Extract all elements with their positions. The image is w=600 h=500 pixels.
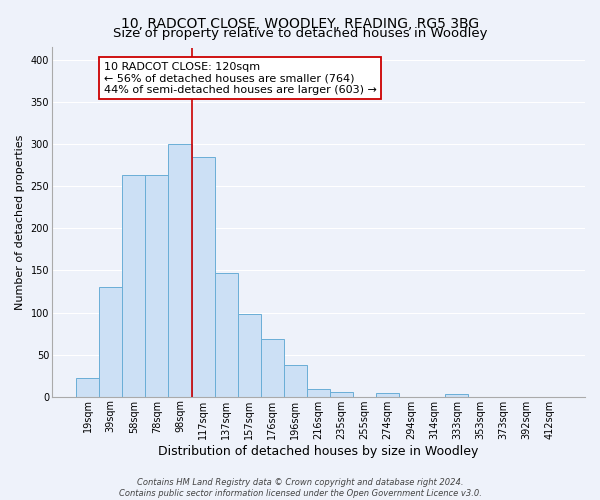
X-axis label: Distribution of detached houses by size in Woodley: Distribution of detached houses by size … (158, 444, 479, 458)
Bar (122, 176, 145, 396)
Y-axis label: Number of detached properties: Number of detached properties (15, 134, 25, 310)
Bar (169, 144, 191, 396)
Text: Size of property relative to detached houses in Woodley: Size of property relative to detached ho… (113, 28, 487, 40)
Bar (99, 288, 122, 397)
Bar (145, 176, 169, 396)
Bar (330, 392, 353, 396)
Bar (76, 378, 99, 396)
Text: Contains HM Land Registry data © Crown copyright and database right 2024.
Contai: Contains HM Land Registry data © Crown c… (119, 478, 481, 498)
Bar (445, 394, 469, 396)
Bar (376, 394, 399, 396)
Bar (238, 314, 261, 396)
Bar (307, 389, 330, 396)
Bar (215, 273, 238, 396)
Bar (191, 157, 215, 396)
Text: 10, RADCOT CLOSE, WOODLEY, READING, RG5 3BG: 10, RADCOT CLOSE, WOODLEY, READING, RG5 … (121, 18, 479, 32)
Bar (261, 340, 284, 396)
Text: 10 RADCOT CLOSE: 120sqm
← 56% of detached houses are smaller (764)
44% of semi-d: 10 RADCOT CLOSE: 120sqm ← 56% of detache… (104, 62, 377, 95)
Bar (284, 364, 307, 396)
